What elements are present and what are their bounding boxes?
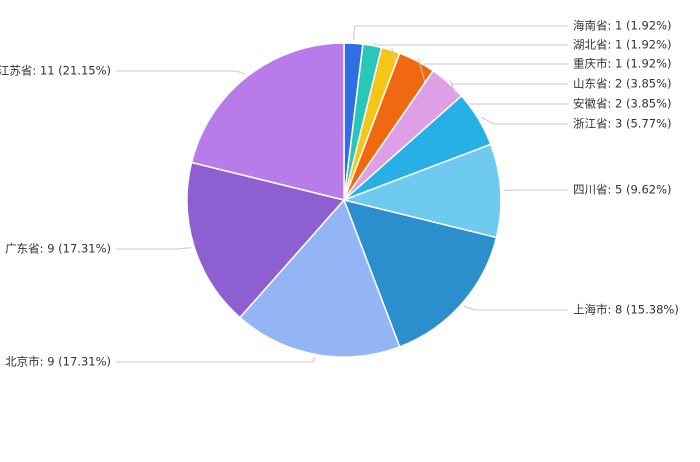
leader-line [353,25,568,41]
slice-label: 湖北省: 1 (1.92%) [573,38,672,52]
leader-line [463,305,568,311]
pie-slice [190,42,345,201]
leader-line [116,357,316,363]
slice-label: 重庆市: 1 (1.92%) [573,57,672,71]
slice-label: 江苏省: 11 (21.15%) [0,64,111,78]
leader-line [116,70,246,75]
leader-line [116,247,192,250]
pie-slice [341,143,502,239]
slice-label: 安徽省: 2 (3.85%) [573,97,672,111]
leader-line [480,116,568,125]
pie-slice [238,198,401,358]
slice-label: 浙江省: 3 (5.77%) [573,117,672,131]
leader-line [372,42,568,46]
slice-label: 上海市: 8 (15.38%) [573,303,679,317]
slice-label: 四川省: 5 (9.62%) [573,183,672,197]
slice-label: 海南省: 1 (1.92%) [573,19,672,33]
pie-slice [186,161,346,319]
slice-label: 北京市: 9 (17.31%) [5,355,111,369]
slice-label: 山东省: 2 (3.85%) [573,77,672,91]
pie-slice [342,198,498,348]
slice-label: 广东省: 9 (17.31%) [5,242,111,256]
